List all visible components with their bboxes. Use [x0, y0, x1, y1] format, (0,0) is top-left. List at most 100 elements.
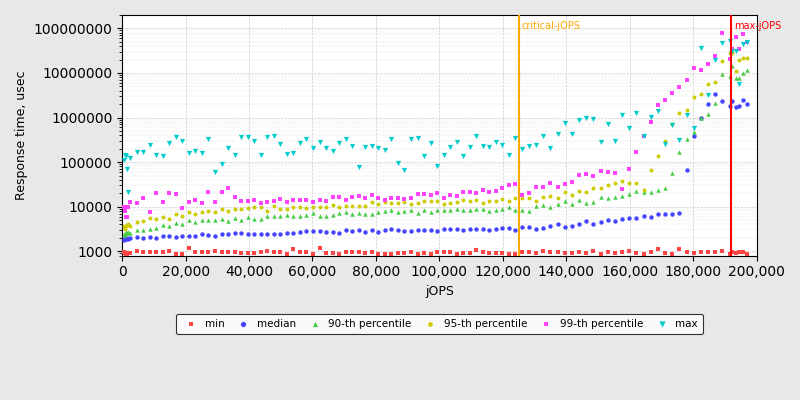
- median: [120, 236, 133, 242]
- 95-th percentile: [609, 180, 622, 186]
- max: [424, 140, 437, 146]
- max: [630, 110, 643, 116]
- median: [124, 235, 137, 242]
- max: [261, 133, 274, 140]
- 95-th percentile: [509, 195, 522, 202]
- 95-th percentile: [573, 188, 586, 194]
- 90-th percentile: [509, 207, 522, 214]
- median: [522, 224, 535, 230]
- 90-th percentile: [222, 217, 234, 224]
- 95-th percentile: [522, 194, 535, 201]
- 99-th percentile: [702, 61, 714, 68]
- min: [287, 246, 300, 252]
- min: [587, 248, 600, 254]
- min: [630, 250, 643, 256]
- min: [405, 249, 418, 255]
- median: [726, 98, 738, 104]
- 99-th percentile: [418, 191, 430, 197]
- max: [580, 115, 593, 121]
- 99-th percentile: [566, 178, 578, 185]
- median: [573, 221, 586, 227]
- 95-th percentile: [195, 209, 208, 216]
- 90-th percentile: [234, 216, 247, 223]
- 99-th percentile: [300, 196, 313, 203]
- max: [741, 38, 754, 45]
- 95-th percentile: [333, 204, 346, 210]
- min: [694, 249, 707, 255]
- 90-th percentile: [573, 197, 586, 204]
- 90-th percentile: [630, 188, 643, 194]
- 95-th percentile: [457, 196, 470, 203]
- median: [430, 228, 443, 234]
- Text: max-jOPS: max-jOPS: [734, 20, 782, 30]
- min: [515, 249, 528, 256]
- min: [616, 248, 629, 255]
- median: [234, 230, 247, 236]
- 99-th percentile: [673, 83, 686, 90]
- 99-th percentile: [694, 67, 707, 74]
- 95-th percentile: [702, 80, 714, 87]
- 90-th percentile: [687, 129, 700, 136]
- min: [254, 249, 267, 255]
- max: [294, 140, 306, 146]
- 99-th percentile: [170, 191, 182, 197]
- 95-th percentile: [587, 185, 600, 191]
- 95-th percentile: [234, 206, 247, 212]
- median: [294, 229, 306, 235]
- 90-th percentile: [267, 213, 280, 219]
- min: [680, 249, 693, 256]
- min: [438, 248, 450, 255]
- 95-th percentile: [372, 201, 385, 208]
- 95-th percentile: [120, 223, 133, 230]
- 99-th percentile: [189, 196, 202, 203]
- 99-th percentile: [430, 190, 443, 196]
- max: [385, 136, 398, 142]
- 90-th percentile: [118, 231, 130, 238]
- max: [673, 136, 686, 143]
- 95-th percentile: [124, 222, 137, 229]
- median: [339, 227, 352, 233]
- median: [716, 97, 729, 104]
- 95-th percentile: [723, 50, 736, 56]
- median: [352, 227, 365, 234]
- median: [594, 219, 607, 226]
- max: [463, 144, 476, 150]
- 95-th percentile: [680, 107, 693, 113]
- median: [242, 231, 254, 237]
- 95-th percentile: [163, 216, 176, 222]
- median: [666, 211, 678, 218]
- 95-th percentile: [658, 138, 671, 144]
- 90-th percentile: [638, 189, 650, 196]
- 95-th percentile: [716, 58, 729, 64]
- min: [189, 249, 202, 256]
- 99-th percentile: [228, 194, 241, 201]
- max: [378, 147, 391, 153]
- max: [209, 168, 222, 175]
- median: [438, 226, 450, 233]
- min: [623, 248, 636, 255]
- max: [287, 150, 300, 156]
- max: [418, 153, 430, 159]
- 99-th percentile: [405, 195, 418, 201]
- 90-th percentile: [651, 187, 664, 193]
- 99-th percentile: [726, 46, 738, 52]
- 99-th percentile: [741, 38, 754, 45]
- 90-th percentile: [496, 206, 509, 212]
- 99-th percentile: [490, 188, 502, 194]
- 95-th percentile: [254, 204, 267, 210]
- 99-th percentile: [483, 188, 496, 195]
- 90-th percentile: [195, 217, 208, 224]
- min: [544, 249, 557, 256]
- median: [137, 234, 150, 241]
- max: [391, 160, 404, 166]
- min: [137, 249, 150, 256]
- max: [616, 112, 629, 118]
- median: [694, 114, 707, 121]
- 90-th percentile: [170, 220, 182, 226]
- 95-th percentile: [313, 204, 326, 210]
- 90-th percentile: [723, 73, 736, 79]
- 99-th percentile: [609, 170, 622, 176]
- 90-th percentile: [530, 203, 542, 210]
- median: [709, 91, 722, 97]
- 95-th percentile: [580, 189, 593, 196]
